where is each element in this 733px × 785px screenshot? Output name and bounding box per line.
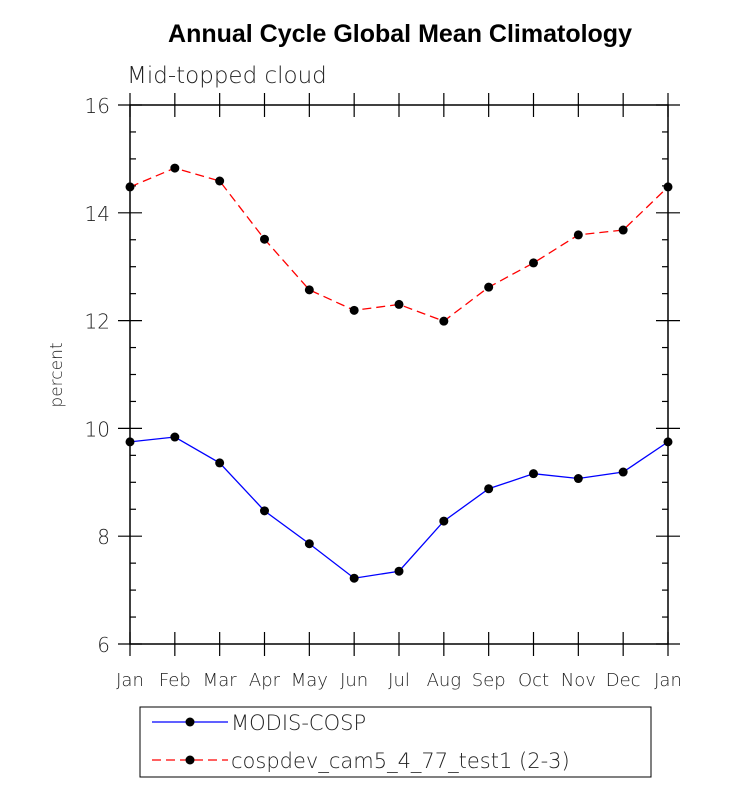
data-point [394, 566, 404, 576]
data-point [663, 437, 673, 447]
data-point [349, 305, 359, 315]
legend-label: cospdev_cam5_4_77_test1 (2-3) [231, 749, 570, 773]
legend-label: MODIS-COSP [231, 711, 366, 735]
y-tick-label: 14 [85, 202, 110, 226]
data-point [170, 432, 180, 442]
data-point [260, 506, 269, 516]
y-tick-label: 8 [97, 525, 110, 549]
data-point [125, 182, 135, 192]
series-line-0 [129, 436, 669, 579]
data-point [215, 176, 225, 186]
legend-box [139, 706, 652, 778]
x-tick-label: Nov [561, 670, 596, 691]
data-point [304, 285, 314, 295]
legend-marker [185, 755, 195, 765]
data-point [215, 458, 225, 468]
data-point [439, 516, 449, 526]
data-point [394, 299, 404, 309]
data-point [573, 230, 583, 240]
x-tick-label: Oct [518, 670, 549, 691]
chart-title: Annual Cycle Global Mean Climatology [168, 20, 632, 48]
data-point [663, 182, 673, 192]
y-axis-label: percent [47, 342, 67, 407]
data-point [260, 234, 269, 244]
x-tick-label: Jan [654, 670, 682, 691]
x-tick-label: Jun [340, 670, 368, 691]
data-point [484, 282, 494, 292]
x-tick-label: Mar [203, 670, 238, 691]
series-line-1 [129, 167, 669, 322]
x-tick-label: Aug [427, 670, 462, 691]
data-point [618, 225, 628, 235]
x-tick-label: Dec [606, 670, 641, 691]
y-tick-label: 10 [85, 417, 110, 441]
data-point [304, 539, 314, 549]
legend-marker [185, 717, 195, 727]
x-tick-label: Jan [116, 670, 144, 691]
data-point [618, 467, 628, 477]
data-point [484, 484, 494, 494]
chart-subtitle: Mid-topped cloud [127, 63, 327, 89]
y-tick-label: 6 [97, 633, 110, 657]
x-tick-label: Jul [388, 670, 410, 691]
data-point [125, 437, 135, 447]
y-tick-label: 16 [85, 94, 110, 118]
data-point [439, 316, 449, 326]
plot-frame [129, 104, 669, 645]
y-tick-label: 12 [85, 310, 110, 334]
data-point [529, 258, 538, 268]
data-point [529, 469, 538, 479]
data-point [170, 163, 180, 173]
data-point [573, 474, 583, 484]
x-tick-label: May [291, 670, 328, 691]
x-tick-label: Feb [159, 670, 191, 691]
x-tick-label: Apr [249, 670, 281, 691]
x-tick-label: Sep [472, 670, 506, 691]
data-point [349, 573, 359, 583]
